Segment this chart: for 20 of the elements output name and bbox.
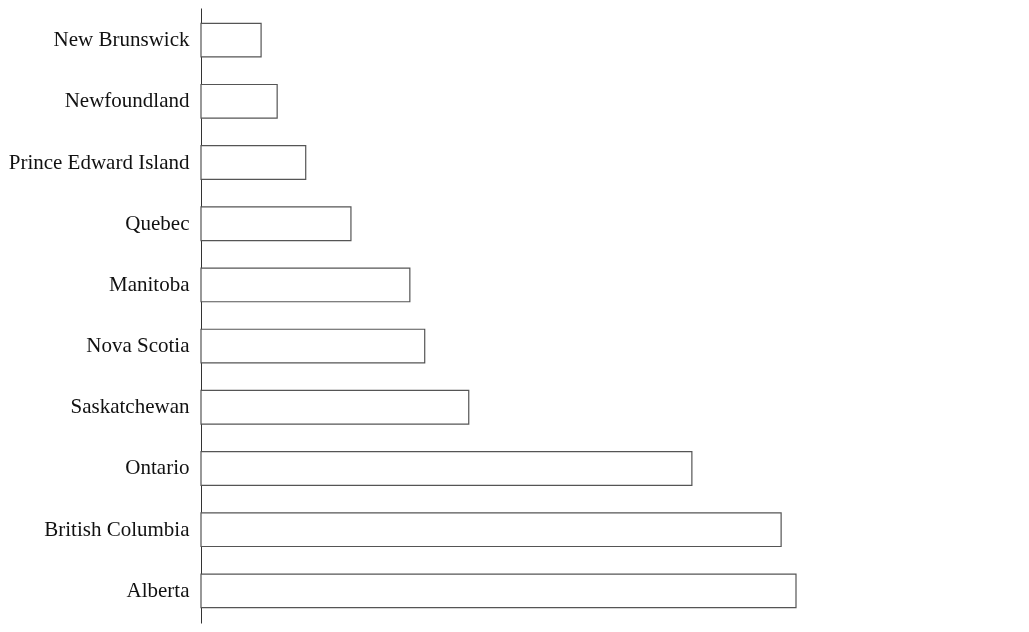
bar — [200, 573, 797, 609]
y-tick-label: Saskatchewan — [70, 394, 190, 419]
bar — [200, 389, 470, 425]
y-tick-label: New Brunswick — [53, 27, 190, 52]
y-tick-label: Manitoba — [109, 271, 191, 296]
bar — [200, 206, 352, 242]
bar — [200, 83, 278, 119]
y-tick-label: Newfoundland — [64, 88, 190, 113]
y-tick-label: Alberta — [126, 577, 191, 602]
y-tick-label: Quebec — [125, 210, 190, 235]
bar — [200, 145, 307, 180]
bar — [200, 22, 262, 58]
y-tick-label: British Columbia — [44, 516, 191, 541]
bar — [200, 512, 782, 548]
bar — [200, 267, 411, 303]
y-tick-label: Nova Scotia — [86, 333, 191, 358]
bar — [200, 328, 426, 364]
y-tick-label: Ontario — [125, 455, 190, 480]
y-tick-label: Prince Edward Island — [8, 149, 190, 174]
bar — [200, 451, 693, 486]
